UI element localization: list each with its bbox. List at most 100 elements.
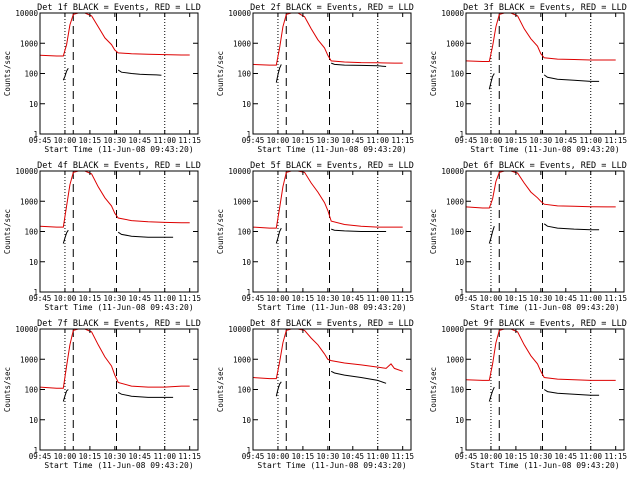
x-tick-label: 10:30 — [530, 136, 553, 145]
y-tick-label: 10000 — [228, 9, 251, 18]
x-tick-label: 10:45 — [342, 452, 365, 461]
x-tick-label: 10:30 — [104, 294, 127, 303]
plot-frame — [252, 170, 412, 293]
x-tick-label: 11:15 — [391, 452, 414, 461]
y-tick-label: 100 — [450, 228, 464, 237]
x-tick-label: 11:15 — [178, 136, 201, 145]
y-tick-label: 100 — [237, 70, 251, 79]
y-axis-label: Counts/sec — [216, 209, 225, 254]
chart-panel: Det 1f BLACK = Events, RED = LLD 09:45 10:… — [3, 3, 201, 154]
x-tick-label: 10:00 — [267, 294, 290, 303]
lld-series-line — [253, 171, 403, 229]
x-tick-label: 10:45 — [129, 452, 152, 461]
panel-title: Det 1f BLACK = Events, RED = LLD — [37, 3, 201, 13]
x-tick-label: 10:45 — [555, 136, 578, 145]
y-tick-label: 10000 — [441, 325, 464, 334]
x-tick-label: 10:00 — [267, 452, 290, 461]
panel-title: Det 2f BLACK = Events, RED = LLD — [250, 3, 414, 13]
events-series-line — [331, 228, 387, 232]
x-tick-label: 11:00 — [366, 452, 389, 461]
x-tick-label: 11:00 — [579, 452, 602, 461]
y-tick-label: 100 — [24, 386, 38, 395]
x-tick-label: 10:00 — [54, 294, 77, 303]
x-tick-label: 11:00 — [579, 136, 602, 145]
y-tick-label: 10 — [29, 416, 39, 425]
x-tick-label: 10:15 — [292, 294, 315, 303]
y-axis-label: Counts/sec — [3, 209, 12, 254]
events-series-line — [62, 389, 69, 402]
x-tick-label: 10:30 — [530, 452, 553, 461]
y-axis-label: Counts/sec — [216, 367, 225, 412]
events-series-line — [488, 226, 495, 244]
events-series-line — [330, 370, 387, 384]
x-tick-label: 10:15 — [79, 136, 102, 145]
y-tick-label: 10 — [29, 258, 39, 267]
lld-series-line — [466, 171, 616, 209]
x-axis-label: Start Time (11-Jun-08 09:43:20) — [257, 303, 406, 312]
plot-frame — [465, 170, 625, 293]
x-tick-label: 10:30 — [317, 136, 340, 145]
lld-series-line — [40, 13, 190, 57]
y-tick-label: 10000 — [441, 9, 464, 18]
x-tick-label: 09:45 — [29, 452, 52, 461]
x-tick-label: 10:45 — [342, 136, 365, 145]
events-series-line — [117, 69, 162, 76]
x-tick-label: 09:45 — [455, 452, 478, 461]
y-tick-label: 1 — [459, 130, 464, 139]
plot-frame — [39, 328, 199, 451]
plot-frame — [252, 328, 412, 451]
x-tick-label: 10:30 — [317, 294, 340, 303]
lld-series-line — [466, 329, 616, 381]
x-tick-label: 09:45 — [29, 294, 52, 303]
panel-title: Det 4f BLACK = Events, RED = LLD — [37, 161, 201, 171]
x-tick-label: 09:45 — [455, 136, 478, 145]
y-tick-label: 10 — [455, 258, 465, 267]
x-axis-label: Start Time (11-Jun-08 09:43:20) — [470, 461, 619, 470]
x-tick-label: 09:45 — [29, 136, 52, 145]
y-tick-label: 10000 — [15, 167, 38, 176]
x-tick-label: 10:00 — [54, 452, 77, 461]
events-series-line — [488, 386, 495, 402]
x-tick-label: 10:00 — [480, 452, 503, 461]
events-series-line — [117, 391, 174, 398]
x-tick-label: 11:00 — [366, 136, 389, 145]
x-tick-label: 10:15 — [292, 136, 315, 145]
y-tick-label: 100 — [450, 70, 464, 79]
events-series-line — [275, 381, 282, 397]
x-tick-label: 11:15 — [391, 136, 414, 145]
events-series-line — [117, 231, 174, 238]
panel-title: Det 7f BLACK = Events, RED = LLD — [37, 319, 201, 329]
x-tick-label: 10:45 — [555, 294, 578, 303]
events-series-line — [543, 389, 600, 396]
x-tick-label: 10:15 — [79, 294, 102, 303]
y-tick-label: 10000 — [15, 9, 38, 18]
x-tick-label: 10:15 — [505, 452, 528, 461]
y-tick-label: 10000 — [228, 325, 251, 334]
x-axis-label: Start Time (11-Jun-08 09:43:20) — [257, 461, 406, 470]
x-tick-label: 11:15 — [604, 452, 627, 461]
x-tick-label: 11:15 — [391, 294, 414, 303]
y-tick-label: 1 — [33, 288, 38, 297]
y-axis-label: Counts/sec — [216, 51, 225, 96]
y-tick-label: 100 — [24, 228, 38, 237]
x-tick-label: 10:15 — [505, 136, 528, 145]
x-axis-label: Start Time (11-Jun-08 09:43:20) — [44, 461, 193, 470]
x-axis-label: Start Time (11-Jun-08 09:43:20) — [257, 145, 406, 154]
y-tick-label: 10000 — [228, 167, 251, 176]
lld-series-line — [253, 329, 403, 380]
y-tick-label: 1 — [459, 288, 464, 297]
y-tick-label: 10 — [242, 100, 252, 109]
y-tick-label: 1 — [246, 446, 251, 455]
plot-frame — [39, 170, 199, 293]
y-tick-label: 1000 — [233, 355, 252, 364]
panel-title: Det 9f BLACK = Events, RED = LLD — [463, 319, 627, 329]
x-tick-label: 10:45 — [555, 452, 578, 461]
lld-series-line — [40, 329, 190, 389]
y-tick-label: 10 — [29, 100, 39, 109]
x-tick-label: 10:45 — [129, 294, 152, 303]
